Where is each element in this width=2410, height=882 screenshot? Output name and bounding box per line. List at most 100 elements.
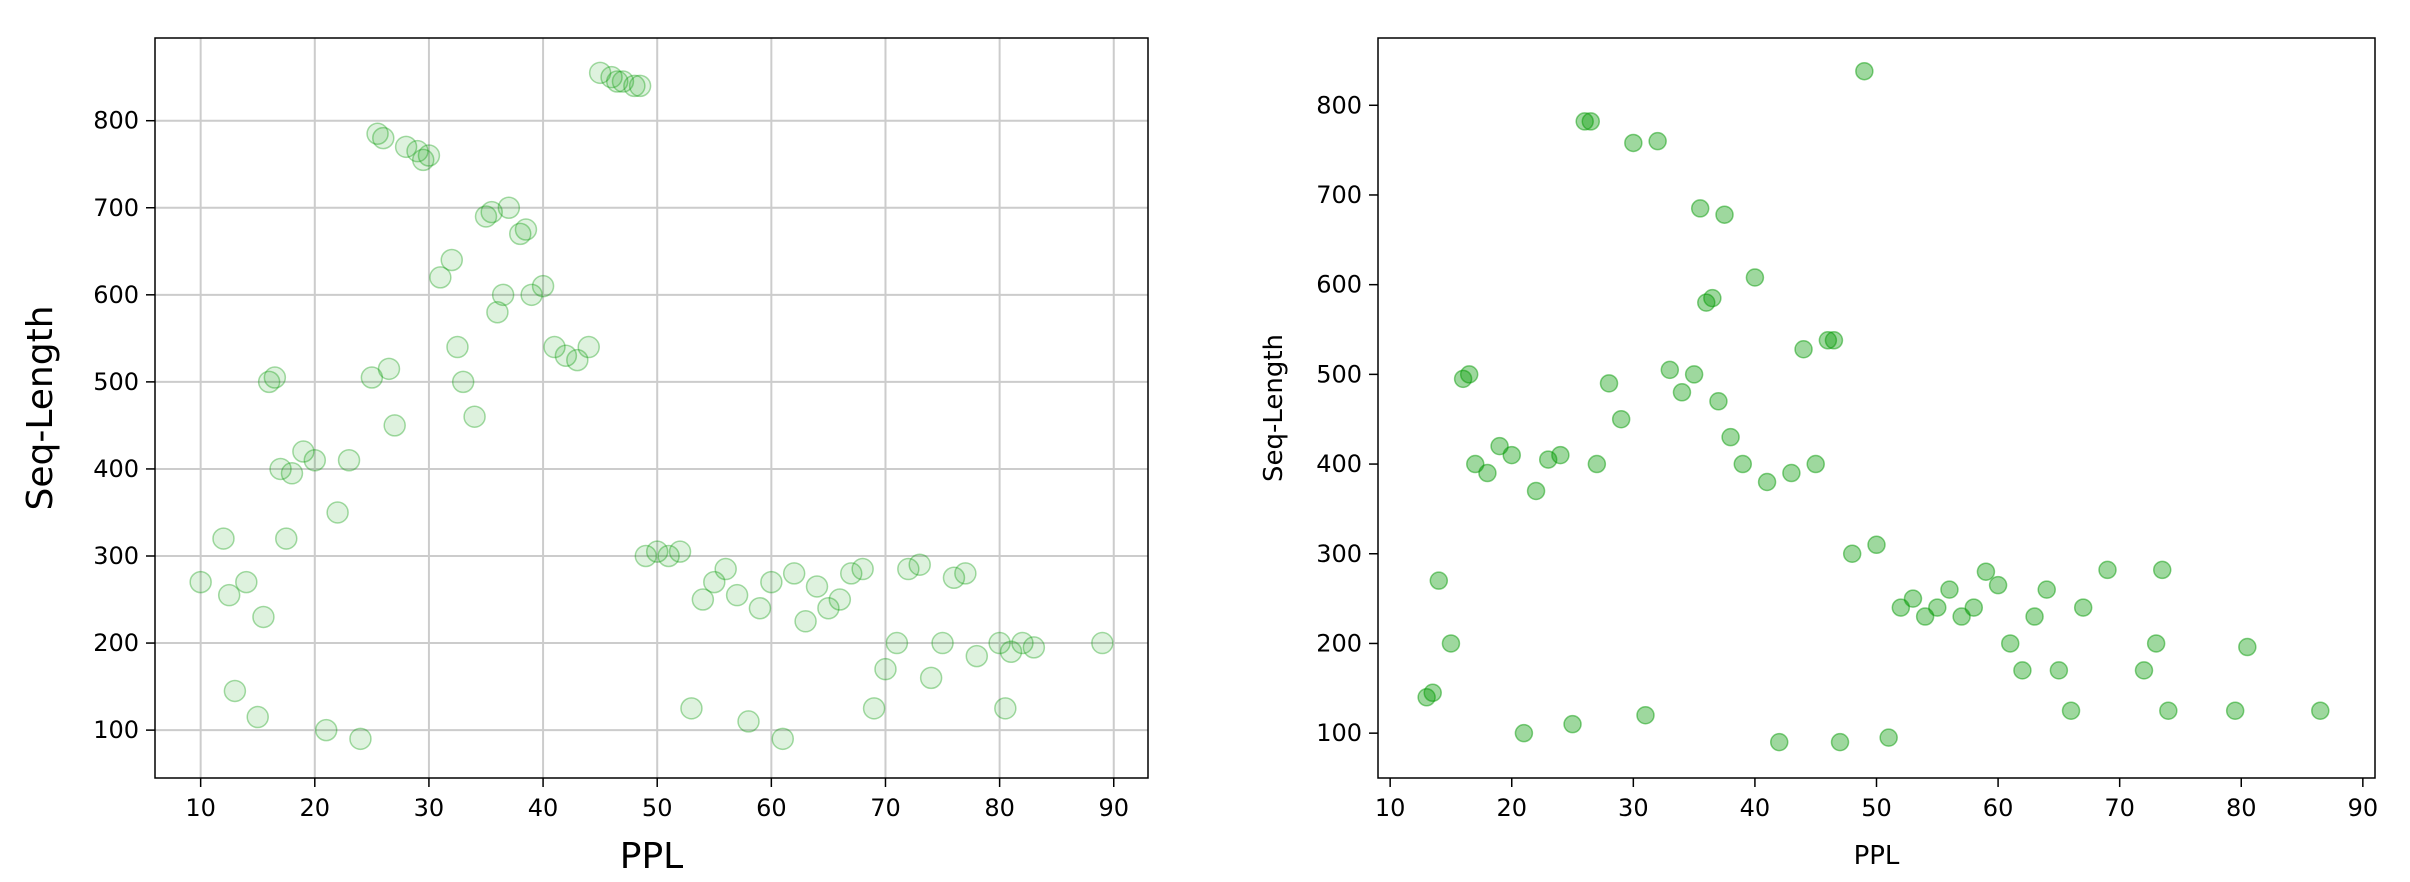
x-tick-label: 20 (300, 794, 331, 822)
scatter-point (508, 222, 532, 246)
scatter-point (2037, 580, 2056, 599)
scatter-point (292, 440, 315, 463)
scatter-point (805, 575, 829, 598)
scatter-point (1624, 133, 1643, 153)
left-scatter-points (189, 61, 1114, 751)
scatter-point (2049, 661, 2069, 680)
scatter-point (2098, 560, 2117, 580)
scatter-point (714, 557, 737, 581)
scatter-point (263, 366, 287, 389)
scatter-point (491, 283, 515, 307)
scatter-point (634, 544, 658, 568)
scatter-point (760, 570, 783, 594)
y-tick-label: 300 (1316, 540, 1362, 568)
scatter-point (1502, 445, 1521, 465)
scatter-point (1715, 205, 1734, 224)
scatter-point (1441, 634, 1461, 653)
scatter-point (1818, 331, 1838, 350)
scatter-point (394, 135, 418, 159)
scatter-point (611, 70, 635, 93)
scatter-point (1091, 631, 1114, 655)
scatter-point (2159, 701, 2178, 720)
scatter-point (942, 566, 966, 590)
scatter-point (1011, 631, 1034, 655)
scatter-point (566, 348, 589, 372)
x-tick-label: 80 (2226, 794, 2257, 822)
y-tick-label: 800 (1316, 91, 1362, 119)
scatter-point (1879, 728, 1898, 747)
scatter-point (474, 205, 498, 228)
scatter-point (817, 596, 840, 620)
scatter-point (451, 370, 475, 394)
scatter-point (360, 366, 384, 389)
scatter-point (383, 414, 406, 437)
scatter-point (1855, 61, 1874, 81)
scatter-point (514, 218, 538, 241)
scatter-point (931, 631, 954, 655)
scatter-point (1423, 683, 1442, 703)
scatter-point (737, 710, 760, 733)
scatter-point (1611, 409, 1631, 429)
scatter-point (1022, 636, 1046, 659)
x-tick-label: 40 (528, 794, 559, 822)
scatter-point (1988, 575, 2008, 595)
x-tick-label: 60 (1983, 794, 2014, 822)
x-tick-label: 30 (414, 794, 445, 822)
scatter-point (366, 122, 389, 146)
y-tick-label: 400 (1316, 450, 1362, 478)
y-tick-label: 400 (93, 455, 139, 483)
y-tick-label: 700 (1316, 181, 1362, 209)
scatter-point (606, 70, 629, 93)
scatter-point (275, 527, 298, 550)
scatter-point (257, 370, 281, 394)
x-tick-label: 20 (1496, 794, 1527, 822)
scatter-point (885, 631, 909, 655)
scatter-point (1757, 472, 1777, 492)
scatter-point (1429, 571, 1449, 590)
left-x-axis-label: PPL (620, 836, 683, 877)
scatter-point (1587, 454, 1607, 474)
x-tick-label: 90 (1098, 794, 1129, 822)
scatter-point (429, 266, 452, 289)
scatter-point (965, 644, 989, 668)
scatter-point (417, 144, 441, 167)
scatter-point (1769, 732, 1789, 752)
scatter-point (862, 697, 886, 720)
scatter-point (217, 583, 241, 607)
scatter-point (851, 557, 874, 581)
y-tick-label: 100 (1316, 719, 1362, 747)
scatter-point (1733, 454, 1753, 474)
y-tick-label: 100 (93, 716, 139, 744)
scatter-point (326, 501, 349, 524)
scatter-point (1538, 450, 1558, 469)
scatter-point (1599, 374, 1619, 393)
scatter-point (1903, 589, 1923, 608)
x-tick-label: 30 (1618, 794, 1649, 822)
scatter-point (1581, 112, 1601, 131)
scatter-point (1575, 112, 1594, 131)
scatter-point (1928, 598, 1947, 617)
scatter-point (782, 562, 806, 585)
scatter-point (1867, 535, 1886, 555)
scatter-point (1915, 607, 1935, 626)
scatter-point (703, 570, 726, 594)
y-tick-label: 700 (93, 194, 139, 222)
scatter-point (2134, 661, 2154, 680)
scatter-point (212, 527, 235, 550)
scatter-point (1660, 360, 1680, 380)
scatter-point (1721, 427, 1740, 447)
scatter-point (1526, 481, 1546, 501)
x-tick-label: 60 (756, 794, 787, 822)
scatter-point (411, 148, 435, 172)
scatter-point (303, 448, 327, 472)
scatter-point (2025, 607, 2044, 626)
x-tick-label: 40 (1740, 794, 1771, 822)
scatter-point (1563, 714, 1582, 734)
scatter-point (668, 540, 692, 563)
scatter-point (897, 557, 920, 581)
y-tick-label: 600 (1316, 271, 1362, 299)
scatter-point (839, 562, 863, 585)
scatter-point (269, 457, 292, 481)
x-tick-label: 50 (642, 794, 673, 822)
y-tick-label: 500 (93, 368, 139, 396)
